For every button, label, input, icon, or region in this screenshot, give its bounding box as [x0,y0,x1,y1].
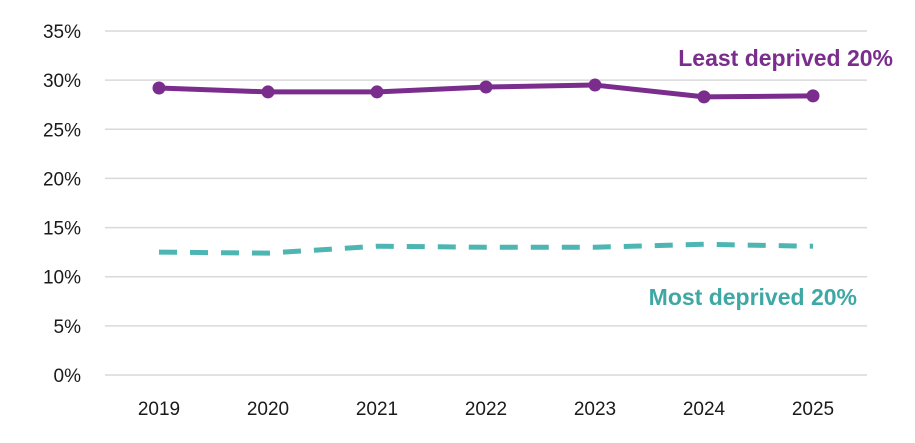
y-tick-label-30: 30% [43,71,81,92]
gridlines [105,30,867,376]
y-axis-ticks: 0% 5% 10% 15% 20% 25% 30% 35% [43,22,81,387]
x-tick-label-2025: 2025 [792,399,834,420]
x-tick-label-2024: 2024 [683,399,726,420]
y-tick-label-5: 5% [54,317,82,338]
series-label-least-deprived: Least deprived 20% [678,45,893,71]
series-0-point-2020 [261,85,275,99]
series-0-point-2024 [697,90,711,104]
series-0-point-2023 [588,78,602,92]
series-layer [152,78,820,256]
y-tick-label-15: 15% [43,219,81,240]
y-tick-label-10: 10% [43,268,81,289]
y-tick-label-0: 0% [54,366,82,387]
series-0-point-2019 [152,81,166,95]
series-labels: Least deprived 20% Most deprived 20% [649,45,893,310]
y-tick-label-20: 20% [43,169,81,190]
y-tick-label-25: 25% [43,120,81,141]
x-tick-label-2023: 2023 [574,399,616,420]
x-tick-label-2020: 2020 [247,399,289,420]
series-0-point-2022 [479,80,493,94]
y-tick-label-35: 35% [43,22,81,43]
series-label-most-deprived: Most deprived 20% [649,284,857,310]
x-axis-ticks: 2019 2020 2021 2022 2023 2024 2025 [138,399,834,420]
series-line-1 [158,241,814,256]
x-tick-label-2022: 2022 [465,399,507,420]
x-tick-label-2019: 2019 [138,399,180,420]
x-tick-label-2021: 2021 [356,399,398,420]
series-0-point-2025 [806,89,820,103]
series-0-point-2021 [370,85,384,99]
